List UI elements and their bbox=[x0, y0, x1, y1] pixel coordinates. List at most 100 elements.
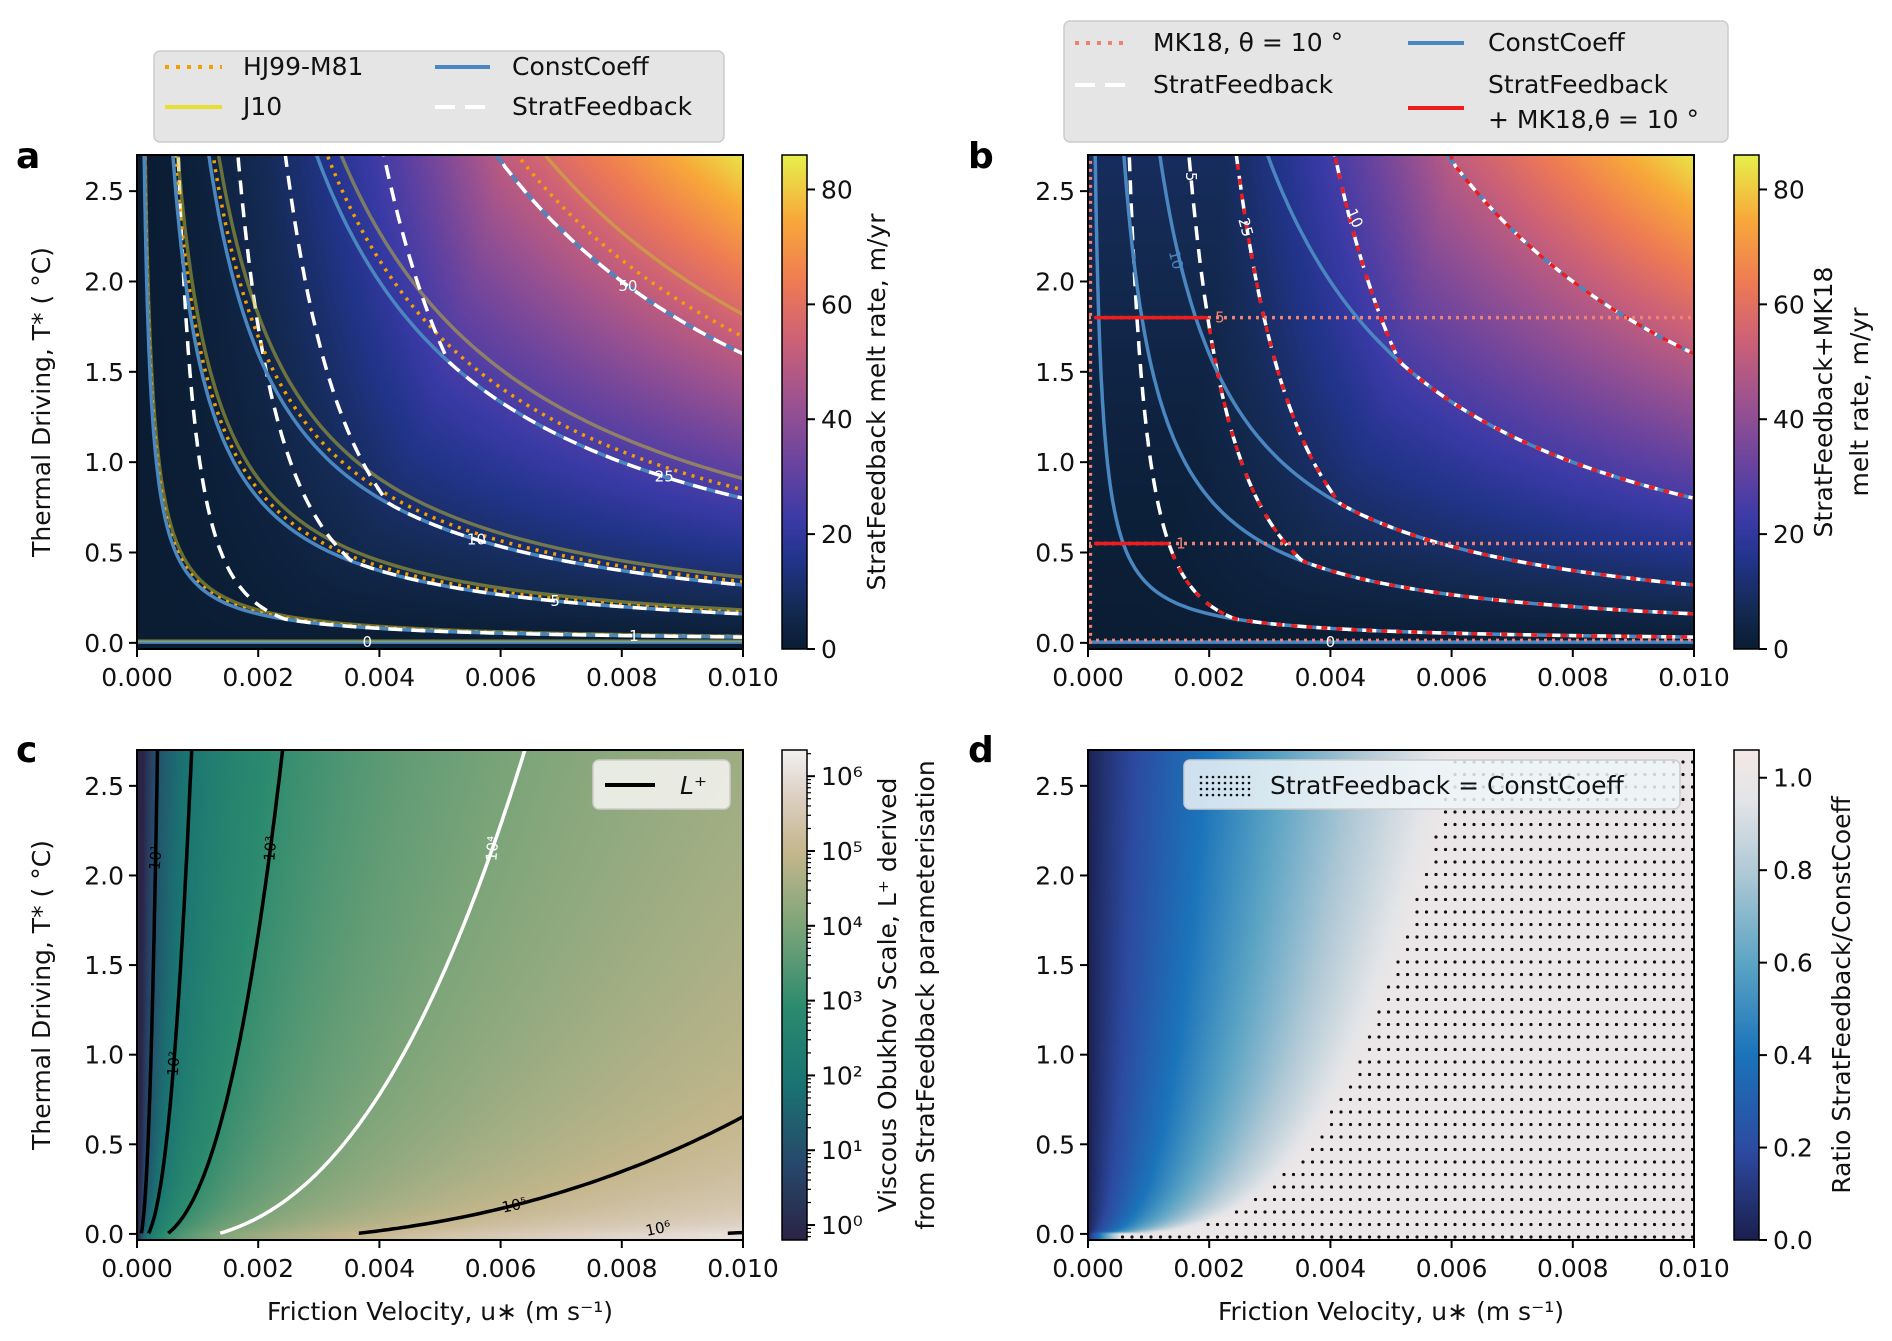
stipple-dot bbox=[1453, 1222, 1457, 1227]
legend-stipple-dot bbox=[1211, 793, 1215, 797]
stipple-dot bbox=[1643, 847, 1647, 852]
stipple-dot bbox=[1405, 935, 1410, 939]
stipple-dot bbox=[1557, 1122, 1562, 1127]
stipple-dot bbox=[1405, 1122, 1410, 1127]
stipple-dot bbox=[1396, 1022, 1400, 1027]
stipple-dot bbox=[1510, 835, 1514, 839]
stipple-dot bbox=[1472, 822, 1476, 827]
stipple-dot bbox=[1671, 1172, 1676, 1177]
stipple-dot bbox=[1348, 1122, 1353, 1127]
colorbar-tick-label: 80 bbox=[821, 175, 853, 204]
stipple-dot bbox=[1557, 860, 1562, 864]
stipple-dot bbox=[1643, 1135, 1647, 1139]
stipple-dot bbox=[1443, 872, 1448, 877]
stipple-dot bbox=[1519, 822, 1524, 827]
colorbar-frame-c bbox=[781, 749, 808, 1241]
stipple-dot bbox=[1519, 1072, 1524, 1077]
stipple-dot bbox=[1557, 1210, 1562, 1214]
stipple-dot bbox=[1377, 1172, 1381, 1177]
stipple-dot bbox=[1624, 1010, 1628, 1014]
stipple-dot bbox=[1386, 1160, 1391, 1164]
stipple-dot bbox=[1320, 1135, 1324, 1139]
stipple-dot bbox=[1310, 1222, 1315, 1227]
stipple-dot bbox=[1500, 972, 1505, 977]
y-tick-label: 1.5 bbox=[1035, 951, 1075, 980]
stipple-dot bbox=[1519, 997, 1524, 1002]
stipple-dot bbox=[1443, 1197, 1448, 1202]
stipple-dot bbox=[1472, 1160, 1476, 1164]
stipple-dot bbox=[1605, 1072, 1609, 1077]
stratfeedback-contour-5 bbox=[236, 155, 743, 616]
stipple-dot bbox=[1576, 1047, 1581, 1052]
j10-contour-5 bbox=[176, 155, 743, 612]
legend-label: ConstCoeff bbox=[1488, 28, 1626, 57]
stipple-dot bbox=[1529, 1035, 1533, 1039]
stipple-dot bbox=[1538, 1147, 1543, 1152]
stipple-dot bbox=[1633, 1097, 1638, 1102]
stipple-dot bbox=[1358, 1072, 1362, 1077]
stipple-dot bbox=[1548, 1072, 1552, 1077]
stipple-dot bbox=[1624, 1072, 1628, 1077]
stipple-dot bbox=[1567, 985, 1571, 989]
stipple-dot bbox=[1244, 1222, 1248, 1227]
stipple-dot bbox=[1557, 1085, 1562, 1089]
stipple-dot bbox=[1567, 1022, 1571, 1027]
stipple-dot bbox=[1557, 822, 1562, 827]
stipple-dot bbox=[1681, 972, 1685, 977]
stipple-dot bbox=[1567, 1122, 1571, 1127]
stipple-dot bbox=[1557, 885, 1562, 889]
stipple-dot bbox=[1405, 1197, 1410, 1202]
stipple-dot bbox=[1301, 1160, 1305, 1164]
stipple-dot bbox=[1339, 1222, 1343, 1227]
stipple-dot bbox=[1586, 1122, 1590, 1127]
stipple-dot bbox=[1491, 872, 1495, 877]
stipple-dot bbox=[1386, 1022, 1391, 1027]
stipple-dot bbox=[1453, 1097, 1457, 1102]
stipple-dot bbox=[1472, 1060, 1476, 1064]
stipple-dot bbox=[1424, 1147, 1429, 1152]
legend-stipple-dot bbox=[1241, 781, 1245, 785]
contour-label: 10⁴ bbox=[482, 835, 502, 862]
stipple-dot bbox=[1415, 922, 1419, 927]
stipple-dot bbox=[1339, 1210, 1343, 1214]
stipple-dot bbox=[1576, 835, 1581, 839]
stipple-dot bbox=[1671, 1022, 1676, 1027]
stipple-dot bbox=[1586, 922, 1590, 927]
stipple-dot bbox=[1586, 1210, 1590, 1214]
stipple-dot bbox=[1358, 1172, 1362, 1177]
stipple-dot bbox=[1595, 835, 1600, 839]
stipple-dot bbox=[1548, 922, 1552, 927]
stipple-dot bbox=[1510, 1210, 1514, 1214]
stipple-dot bbox=[1481, 835, 1486, 839]
stipple-dot bbox=[1586, 1072, 1590, 1077]
stipple-dot bbox=[1415, 935, 1419, 939]
stipple-dot bbox=[1434, 847, 1438, 852]
stipple-dot bbox=[1481, 1072, 1486, 1077]
stipple-dot bbox=[1586, 1022, 1590, 1027]
stipple-dot bbox=[1548, 1022, 1552, 1027]
stipple-dot bbox=[1614, 1110, 1619, 1114]
stipple-dot bbox=[1415, 1047, 1419, 1052]
stipple-dot bbox=[1519, 872, 1524, 877]
stipple-dot bbox=[1576, 1210, 1581, 1214]
stipple-dot bbox=[1529, 1022, 1533, 1027]
stipple-dot bbox=[1462, 1085, 1467, 1089]
stipple-dot bbox=[1614, 1172, 1619, 1177]
stipple-dot bbox=[1462, 810, 1467, 814]
stipple-dot bbox=[1453, 1010, 1457, 1014]
stipple-dot bbox=[1624, 960, 1628, 964]
stipple-dot bbox=[1548, 997, 1552, 1002]
stipple-dot bbox=[1367, 1122, 1372, 1127]
y-tick-label: 0.0 bbox=[1035, 629, 1075, 658]
stipple-dot bbox=[1662, 1147, 1666, 1152]
stipple-dot bbox=[1377, 1185, 1381, 1189]
stipple-dot bbox=[1434, 1047, 1438, 1052]
stipple-dot bbox=[1405, 1022, 1410, 1027]
legend-stipple-dot bbox=[1205, 775, 1209, 779]
stipple-dot bbox=[1519, 885, 1524, 889]
stipple-dot bbox=[1519, 1122, 1524, 1127]
stipple-dot bbox=[1519, 847, 1524, 852]
stipple-dot bbox=[1500, 1185, 1505, 1189]
stipple-dot bbox=[1434, 1210, 1438, 1214]
